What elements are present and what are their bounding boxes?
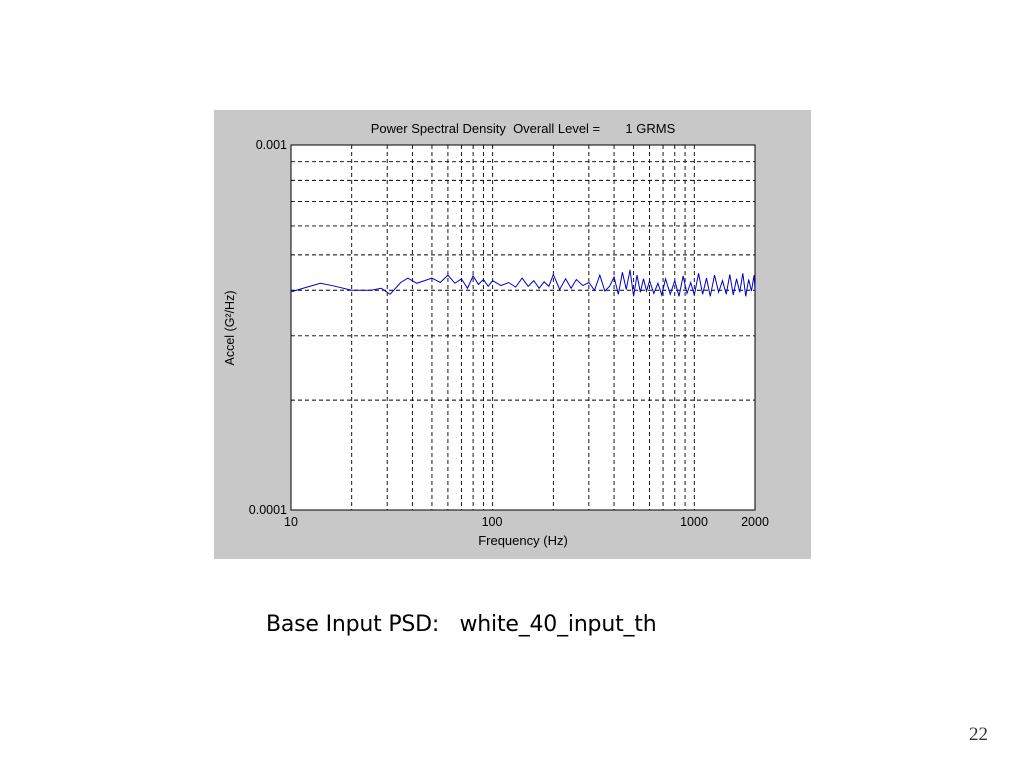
caption: Base Input PSD: white_40_input_th [266,612,657,637]
figure-panel: Power Spectral Density Overall Level = 1… [214,110,811,559]
caption-value: white_40_input_th [459,612,657,637]
x-tick-label-1000: 1000 [680,515,708,529]
caption-label: Base Input PSD: [266,612,440,637]
x-axis-label: Frequency (Hz) [478,533,568,548]
psd-chart: Power Spectral Density Overall Level = 1… [223,121,769,548]
chart-title: Power Spectral Density Overall Level = 1… [371,121,676,136]
y-tick-label-0.001: 0.001 [256,138,287,152]
x-tick-label-2000: 2000 [741,515,769,529]
x-tick-label-10: 10 [284,515,298,529]
x-tick-label-100: 100 [482,515,503,529]
series-layer [290,269,756,297]
y-tick-label-0.0001: 0.0001 [249,503,287,517]
y-axis-label: Accel (G²/Hz) [223,291,237,366]
grid-lines [291,145,755,510]
plot-area [291,145,755,510]
page-number: 22 [969,724,988,745]
plot-border [290,144,756,511]
psd-series-line [290,269,756,297]
